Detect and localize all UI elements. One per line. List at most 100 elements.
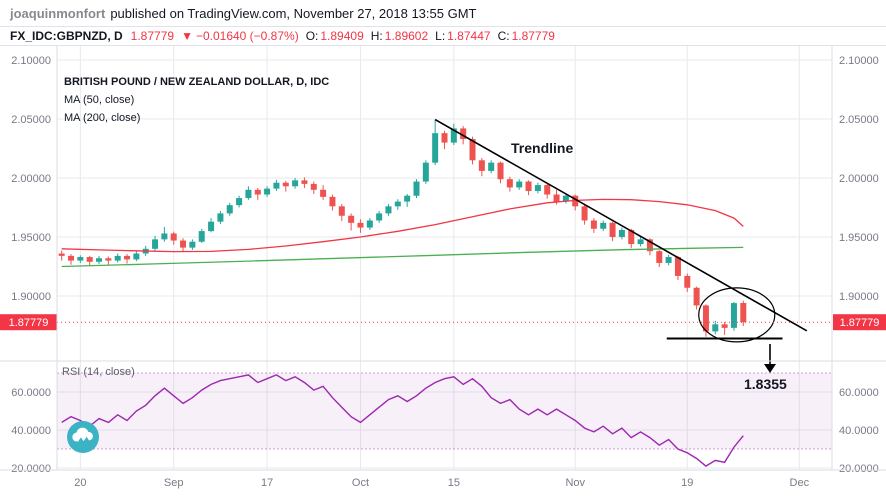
candle-body [245, 189, 252, 199]
ma200-line [61, 246, 744, 268]
candle-body [413, 181, 420, 196]
candle-body [646, 239, 653, 252]
candle-body [273, 182, 280, 189]
ma50-legend[interactable]: MA (50, close) [64, 94, 135, 106]
time-axis-label: 15 [448, 477, 460, 489]
price-axis-label-left: 2.05000 [11, 114, 51, 126]
candle-body [432, 133, 439, 163]
candle-body [161, 233, 168, 240]
price-axis-label-right: 1.95000 [839, 232, 879, 244]
candle-body [712, 324, 719, 332]
low-value: 1.87447 [447, 29, 491, 43]
candle-body [665, 257, 672, 263]
logo-mountain-right [83, 436, 90, 442]
candle-body [637, 239, 644, 245]
candle-body [124, 255, 131, 260]
time-scale[interactable] [0, 470, 886, 503]
tradingview-logo-icon[interactable] [66, 420, 100, 454]
time-axis-label: 20 [74, 477, 86, 489]
candle-body [376, 213, 383, 221]
time-axis-label: 19 [681, 477, 693, 489]
price-scale-left[interactable] [0, 45, 57, 470]
candle-body [58, 253, 65, 256]
candle-body [525, 181, 532, 191]
candle-body [600, 222, 607, 229]
candle-body [189, 241, 196, 248]
candle-body [534, 185, 541, 191]
candle-body [180, 240, 187, 248]
candle-body [77, 257, 84, 261]
price-scale-right[interactable] [832, 45, 886, 470]
candle-body [674, 257, 681, 276]
candle-body [198, 231, 205, 242]
rsi-axis-label-right: 60.0000 [839, 387, 879, 399]
candle-body [581, 206, 588, 221]
price-target-label[interactable]: 1.8355 [744, 376, 787, 392]
candle-body [628, 229, 635, 245]
open-field: O: 1.89409 [306, 29, 364, 43]
down-arrow-icon: ▼ [181, 29, 193, 43]
price-axis-label-right: 2.05000 [839, 114, 879, 126]
candle-body [329, 196, 336, 207]
rsi-axis-label-left: 60.0000 [11, 387, 51, 399]
candle-body [254, 189, 261, 195]
close-field: C: 1.87779 [498, 29, 555, 43]
time-axis-label: 17 [261, 477, 273, 489]
candle-body [338, 206, 345, 216]
candle-body [236, 198, 243, 206]
candle-body [133, 253, 140, 260]
rsi-axis-label-right: 40.0000 [839, 425, 879, 437]
candle-body [618, 229, 625, 237]
candle-body [469, 139, 476, 161]
ma200-legend[interactable]: MA (200, close) [64, 112, 141, 124]
candle-body [394, 201, 401, 207]
candle-body [105, 258, 112, 261]
high-field: H: 1.89602 [371, 29, 428, 43]
trendline-drawing[interactable] [434, 118, 808, 332]
price-badge-right [833, 314, 886, 331]
candle-body [357, 222, 364, 228]
candle-body [544, 185, 551, 195]
publish-info-bar: joaquinmonfort published on TradingView.… [0, 0, 886, 26]
symbol-name[interactable]: FX_IDC:GBPNZD, D [10, 29, 123, 43]
candle-body [730, 303, 737, 328]
rsi-band [57, 373, 832, 449]
candle-body [590, 220, 597, 229]
trendline-annotation-label[interactable]: Trendline [511, 140, 574, 156]
candle-body [226, 205, 233, 214]
candle-body [68, 255, 75, 261]
ellipse-drawing[interactable] [698, 287, 776, 343]
down-arrow-head[interactable] [764, 364, 776, 373]
chart-title-legend: BRITISH POUND / NEW ZEALAND DOLLAR, D, I… [64, 76, 330, 88]
chart-plot-area[interactable] [57, 45, 832, 470]
low-label: L: [435, 29, 446, 43]
candle-body [301, 180, 308, 184]
candle-body [478, 160, 485, 171]
candle-body [609, 222, 616, 237]
time-axis-label: Oct [352, 477, 369, 489]
candle-body [516, 181, 523, 188]
candle-body [310, 183, 317, 190]
close-value: 1.87779 [511, 29, 555, 43]
price-badge-left-text: 1.87779 [9, 317, 49, 329]
candle-body [693, 287, 700, 306]
candle-body [553, 194, 560, 202]
candle-body [86, 257, 93, 262]
open-label: O: [305, 29, 319, 43]
open-value: 1.89409 [320, 29, 364, 43]
rsi-axis-label-left: 40.0000 [11, 425, 51, 437]
candle-body [264, 188, 271, 195]
rsi-axis-label-right: 20.0000 [839, 463, 879, 475]
time-axis-label: Sep [164, 477, 184, 489]
candle-body [721, 324, 728, 328]
rsi-legend[interactable]: RSI (14, close) [62, 366, 135, 378]
candle-body [152, 239, 159, 249]
candle-body [506, 179, 513, 188]
price-badge-right-text: 1.87779 [840, 317, 880, 329]
high-value: 1.89602 [384, 29, 429, 43]
candle-body [441, 133, 448, 143]
author-name[interactable]: joaquinmonfort [10, 5, 106, 21]
ma50-line [61, 198, 744, 253]
high-label: H: [370, 29, 383, 43]
